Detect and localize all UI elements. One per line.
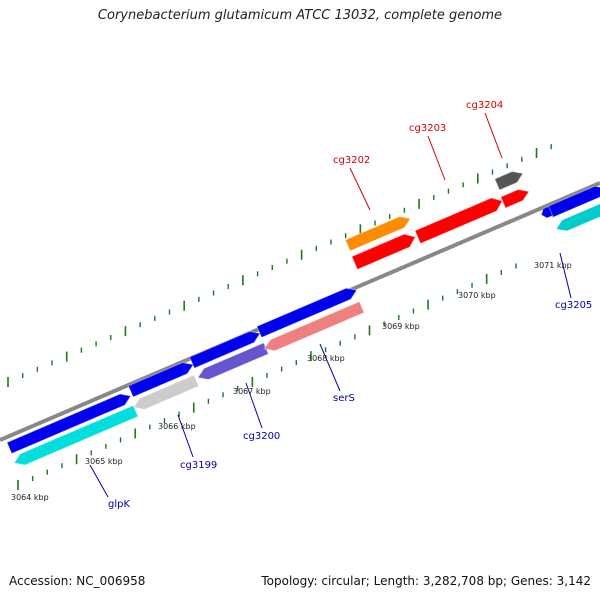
leader-line	[177, 414, 194, 458]
gene-arrow-outline	[263, 300, 365, 352]
gene-arrow	[548, 186, 600, 218]
leader-line	[559, 252, 572, 299]
gene-label: cg3204	[466, 100, 503, 111]
gene-arrow	[198, 342, 269, 380]
gene-arrow	[128, 362, 194, 397]
gene-arrow-outline	[351, 233, 417, 271]
gene-arrow-outline	[13, 404, 139, 466]
gene-feature	[494, 170, 524, 191]
gene-feature	[188, 330, 261, 369]
gene-arrow	[7, 394, 131, 454]
gene-label: cg3200	[243, 431, 280, 442]
gene-arrow	[264, 301, 365, 351]
gene-features	[6, 170, 600, 466]
scale-label: 3070 kbp	[458, 291, 496, 300]
leader-line	[319, 343, 341, 392]
gene-arrow-outline	[494, 170, 524, 191]
gene-arrow	[189, 331, 260, 369]
scale-label: 3065 kbp	[85, 457, 123, 466]
gene-feature	[127, 362, 195, 398]
gene-arrow-outline	[414, 197, 504, 245]
scale-label: 3067 kbp	[233, 387, 271, 396]
gene-arrow	[351, 234, 416, 270]
gene-arrow-outline	[256, 287, 358, 339]
gene-arrow-outline	[540, 205, 554, 219]
gene-feature	[500, 188, 530, 209]
gene-arrow-outline	[197, 342, 270, 381]
scale-label: 3064 kbp	[11, 493, 49, 502]
gene-label: cg3203	[409, 123, 446, 134]
gene-feature	[540, 205, 554, 219]
gene-feature	[256, 287, 358, 339]
gene-feature	[344, 216, 412, 252]
scale-label: 3069 kbp	[382, 322, 420, 331]
genome-summary-text: Topology: circular; Length: 3,282,708 bp…	[261, 574, 591, 588]
gene-arrow-outline	[344, 216, 412, 252]
gene-feature	[197, 342, 270, 381]
scale-labels: 3064 kbp 3065 kbp 3066 kbp 3067 kbp 3068 kbp…	[11, 261, 572, 502]
gene-feature	[263, 300, 365, 352]
gene-feature	[414, 197, 504, 245]
figure-title: Corynebacterium glutamicum ATCC 13032, c…	[97, 8, 503, 23]
gene-arrow	[14, 405, 138, 465]
scale-label: 3066 kbp	[158, 422, 196, 431]
leader-line	[484, 112, 503, 159]
gene-arrow	[494, 171, 523, 190]
gene-arrow	[556, 203, 600, 231]
gene-label: cg3205	[555, 300, 592, 311]
gene-label: cg3202	[333, 155, 370, 166]
gene-feature	[6, 393, 132, 455]
leader-line	[89, 464, 109, 498]
label-leader-lines	[89, 112, 572, 498]
tick-marks-upper	[7, 144, 552, 387]
gene-arrow-outline	[127, 362, 195, 398]
gene-arrow-outline	[6, 393, 132, 455]
gene-label: cg3199	[180, 460, 217, 471]
accession-text: Accession: NC_006958	[9, 574, 146, 588]
gene-arrow-outline	[188, 330, 261, 369]
gene-feature	[132, 374, 200, 410]
gene-arrow	[541, 206, 553, 218]
gene-arrow	[345, 216, 411, 251]
gene-feature	[351, 233, 417, 271]
gene-label: glpK	[108, 499, 130, 510]
gene-arrow	[133, 375, 199, 410]
gene-arrow	[500, 189, 529, 208]
gene-feature	[555, 203, 600, 232]
gene-feature	[13, 404, 139, 466]
scale-label: 3071 kbp	[534, 261, 572, 270]
gene-arrow-outline	[555, 203, 600, 232]
tick-marks-lower	[17, 263, 517, 490]
gene-arrow	[256, 288, 357, 338]
leader-line	[349, 167, 371, 211]
gene-arrow	[415, 198, 503, 244]
gene-arrow-outline	[500, 188, 530, 209]
leader-line	[427, 135, 446, 181]
scale-label: 3068 kbp	[307, 354, 345, 363]
gene-labels: cg3202 cg3203 cg3204 glpK cg3199 cg3200 serS cg…	[108, 100, 592, 510]
gene-label: serS	[333, 393, 355, 404]
leader-line	[245, 382, 263, 429]
gene-arrow-outline	[132, 374, 200, 410]
